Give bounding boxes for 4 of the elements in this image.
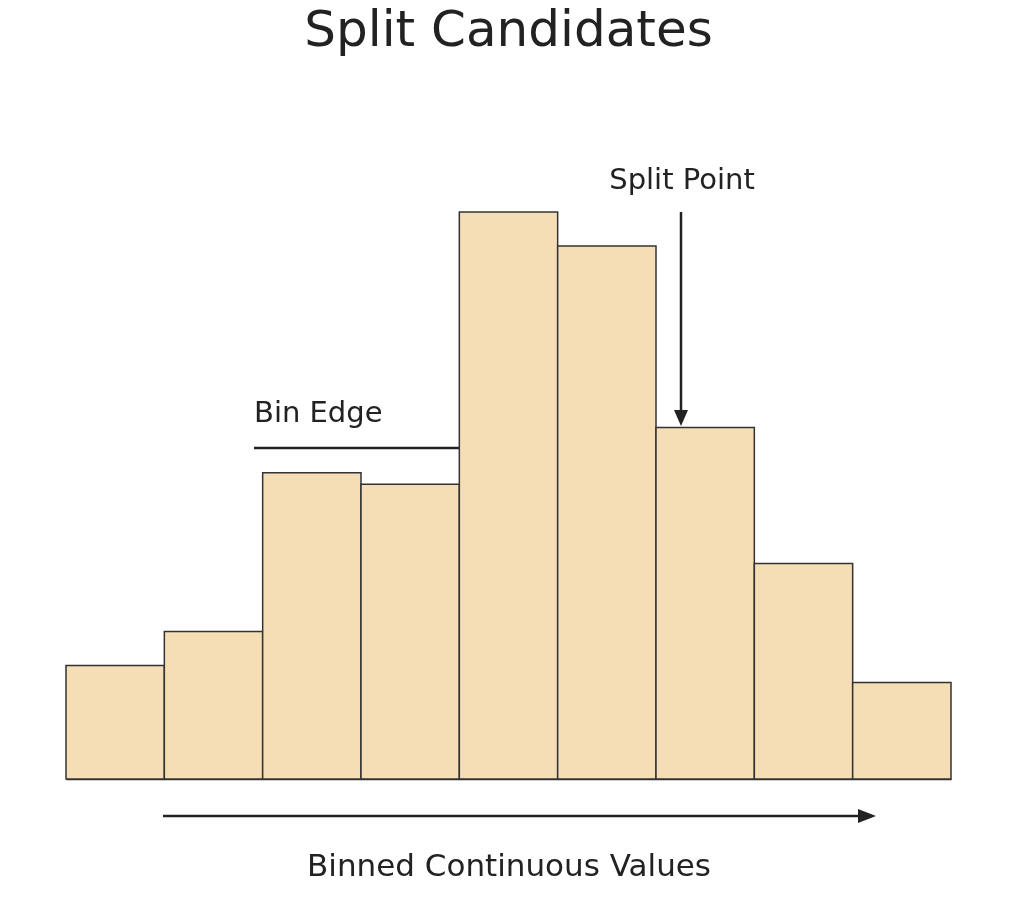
annotation: Bin Edge (254, 395, 383, 429)
text: Split Point (609, 162, 755, 196)
x-axis-title: Binned Continuous Values (307, 846, 711, 883)
chart-title: Split Candidates (304, 0, 713, 58)
